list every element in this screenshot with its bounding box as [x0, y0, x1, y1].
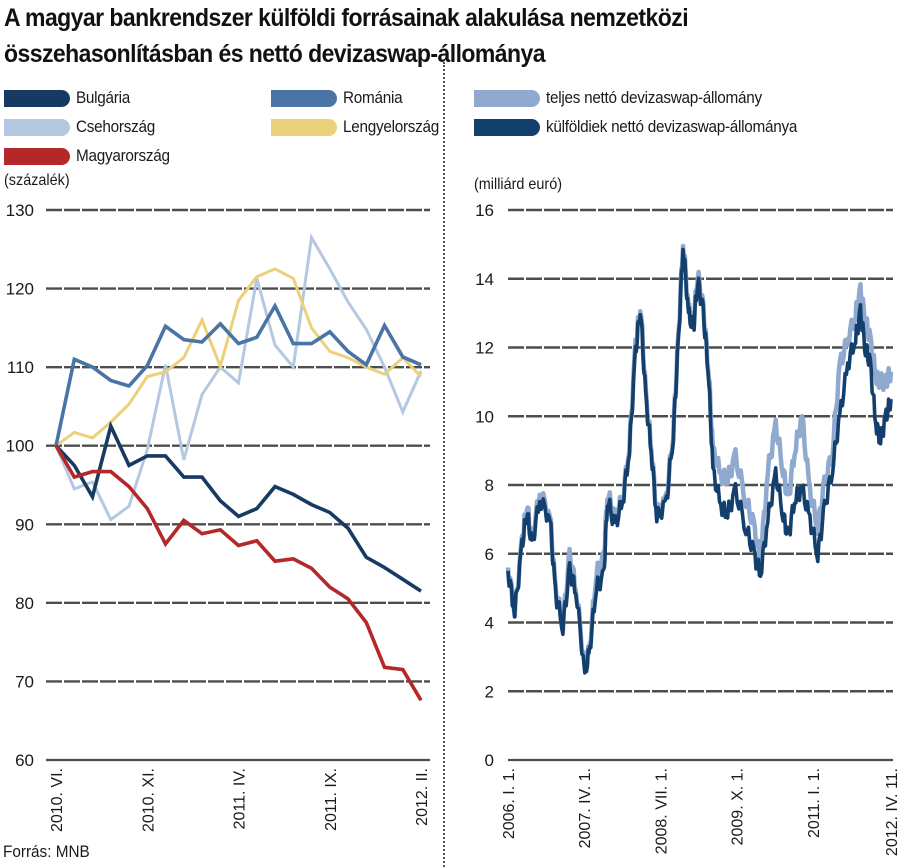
right-ytick-label: 8: [485, 476, 494, 495]
right-chart: 0 2 4 6 8 10 12 14 16 2006. I. 1. 2007. IV. 1. 2008…: [475, 201, 900, 856]
series-line-csehorszag: [54, 233, 423, 522]
left-ytick-label: 110: [7, 358, 34, 377]
left-xtick-label: 2011. IV.: [232, 768, 249, 829]
legend-item-romania: Románia: [271, 85, 409, 111]
chart-title: A magyar bankrendszer külföldi forrásain…: [4, 4, 689, 68]
left-xtick-label: 2011. IX.: [323, 768, 340, 831]
right-xtick-label: 2007. IV. 1.: [577, 768, 594, 848]
series-line-foreign-swap: [506, 247, 893, 675]
series-line-romania: [54, 302, 422, 447]
right-ytick-label: 16: [475, 201, 494, 220]
legend-label-total-swap: teljes nettó devizaswap-állomány: [546, 88, 762, 107]
source-note: Forrás: MNB: [3, 842, 90, 861]
legend-label-poland: Lengyelország: [343, 117, 440, 136]
legend-item-foreign-swap: külföldiek nettó devizaswap-állománya: [474, 114, 825, 140]
legend-swatch-bulgaria: [4, 89, 70, 107]
left-chart: 60 70 80 90 100 110 120 130 2010. VI. 2010. XI. 20…: [6, 201, 431, 832]
series-line-bulgaria: [54, 420, 422, 593]
left-xtick-label: 2010. XI.: [140, 768, 157, 832]
legend-item-czechia: Csehország: [4, 114, 164, 140]
legend-item-poland: Lengyelország: [271, 114, 450, 140]
right-xtick-label: 2012. IV. 11.: [884, 768, 900, 856]
right-xtick-label: 2011. I. 1.: [806, 768, 823, 838]
left-unit-label: (százalék): [4, 172, 70, 189]
right-xtick-label: 2009. X. 1.: [730, 768, 747, 845]
right-ytick-label: 4: [485, 614, 494, 633]
right-xtick-label: 2006. I. 1.: [501, 768, 518, 839]
legend-item-total-swap: teljes nettó devizaswap-állomány: [474, 85, 786, 111]
legend-label-romania: Románia: [343, 88, 403, 107]
left-ytick-label: 120: [6, 280, 34, 299]
legend-swatch-foreign-swap: [474, 118, 540, 136]
legend-item-hungary: Magyarország: [4, 143, 180, 169]
legend-label-hungary: Magyarország: [76, 146, 170, 165]
left-ytick-label: 100: [6, 437, 34, 456]
legend-label-foreign-swap: külföldiek nettó devizaswap-állománya: [546, 117, 798, 136]
legend-swatch-romania: [271, 89, 337, 107]
series-line-lengyelorszag: [55, 267, 423, 447]
right-ytick-label: 0: [485, 751, 494, 770]
legend-swatch-total-swap: [474, 89, 540, 107]
right-ytick-label: 12: [475, 339, 494, 358]
series-line-magyarorszag: [54, 444, 423, 702]
left-ytick-label: 80: [15, 594, 34, 613]
right-xtick-label: 2008. VII. 1.: [653, 768, 670, 854]
left-ytick-label: 60: [15, 751, 34, 770]
left-xtick-label: 2010. VI.: [49, 768, 66, 832]
right-ytick-label: 6: [485, 545, 494, 564]
left-ytick-label: 130: [6, 201, 34, 220]
legend-swatch-czechia: [4, 118, 70, 136]
panel-divider: [443, 62, 445, 867]
left-ytick-label: 70: [15, 672, 34, 691]
legend-item-bulgaria: Bulgária: [4, 85, 136, 111]
legend-label-czechia: Csehország: [76, 117, 155, 136]
legend-swatch-poland: [271, 118, 337, 136]
legend-label-bulgaria: Bulgária: [76, 88, 130, 107]
left-xtick-label: 2012. II.: [414, 768, 431, 826]
right-ytick-label: 14: [475, 270, 494, 289]
right-ytick-label: 2: [485, 682, 494, 701]
right-unit-label: (milliárd euró): [474, 176, 563, 193]
right-ytick-label: 10: [475, 407, 494, 426]
legend-swatch-hungary: [4, 147, 70, 165]
left-ytick-label: 90: [15, 515, 34, 534]
